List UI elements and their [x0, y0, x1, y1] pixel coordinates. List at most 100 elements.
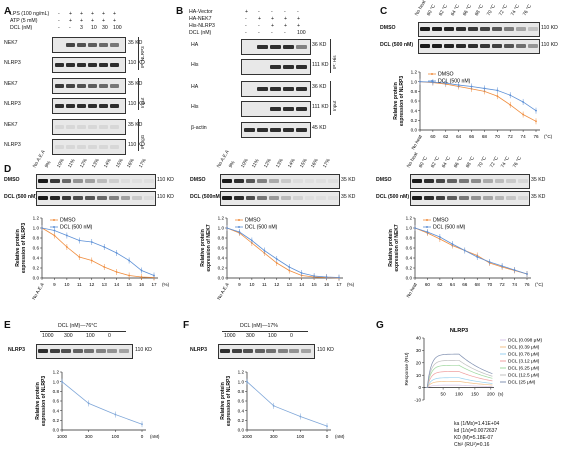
band	[55, 63, 64, 67]
blot-image	[241, 81, 311, 97]
lane-label: 15%	[115, 158, 125, 169]
legend-label: DCL (500 nM)	[245, 225, 278, 231]
data-point	[65, 234, 68, 237]
lane-label: 76 °C	[522, 4, 534, 18]
band	[304, 179, 315, 183]
x-tick-label: 300	[270, 434, 278, 439]
x-tick-label: 72	[500, 282, 506, 287]
data-point	[250, 239, 253, 242]
blot-size: 36 KD	[312, 84, 327, 90]
lane-label: 60 °C	[426, 4, 438, 18]
header-value: +	[80, 18, 84, 24]
legend-label: DCL (6.25 μM)	[508, 366, 540, 372]
data-point	[238, 231, 241, 233]
header-row-name: HA-Vector	[189, 9, 213, 15]
header-value: +	[69, 18, 73, 24]
band	[468, 27, 478, 31]
band	[73, 196, 84, 200]
data-point	[272, 404, 275, 407]
y-tick-label: 0.2	[238, 418, 245, 423]
row-name: DCL (500 nM)	[4, 194, 38, 200]
header-value: -	[58, 25, 60, 31]
data-point	[509, 94, 512, 97]
title-rule	[40, 331, 126, 332]
series-line	[226, 227, 340, 279]
sensorgram-curve	[425, 353, 493, 388]
band	[423, 196, 434, 200]
band	[518, 179, 528, 183]
y-tick-label: 0.2	[406, 266, 413, 271]
blot-image	[36, 191, 156, 206]
panel-e: E DCL (nM)—76°C 1000 300 100 0 NLRP3 110 KD 0.…	[0, 318, 180, 456]
y-tick-label: 1.0	[238, 379, 245, 384]
band	[269, 179, 279, 183]
x-tick-label: 100	[111, 434, 119, 439]
x-tick-label: 0	[326, 434, 329, 439]
x-tick-label: 300	[85, 434, 93, 439]
x-axis-label: (°C)	[544, 134, 553, 139]
band	[283, 107, 294, 111]
x-tick-label: 10	[64, 282, 70, 287]
blot-size: 110 KD	[157, 194, 174, 200]
band	[435, 179, 446, 183]
y-tick-label: 0.0	[33, 276, 40, 281]
blot-size: 111 KD	[312, 104, 329, 110]
lane-label: 100	[86, 333, 95, 339]
header-value: 30	[102, 25, 108, 31]
band	[480, 27, 490, 31]
kinetics-line: Chi² (RU²)=0.16	[454, 442, 490, 448]
y-axis-label: Relative protein	[220, 382, 226, 420]
band	[528, 44, 538, 48]
data-point	[114, 413, 117, 416]
y-axis-label: expression of NLRP3	[41, 376, 47, 427]
band	[444, 44, 454, 48]
blot-image	[241, 39, 311, 55]
band	[304, 196, 315, 200]
y-tick-label: 0.0	[406, 276, 413, 281]
band	[66, 145, 75, 149]
band	[447, 196, 458, 200]
sensorgram-curve	[425, 371, 493, 388]
band	[84, 349, 94, 353]
y-tick-label: 40	[416, 336, 422, 341]
blot-name: NEK7	[4, 122, 18, 128]
lane-label: 74 °C	[510, 4, 522, 18]
band	[99, 63, 108, 67]
band	[95, 349, 106, 353]
lane-label: 70 °C	[477, 156, 488, 169]
group-label: IP: His	[332, 55, 337, 69]
band	[456, 44, 466, 48]
band	[254, 349, 265, 353]
lane-label: No heat	[406, 151, 420, 169]
blot-size: 110 KD	[541, 25, 558, 31]
y-tick-label: 0.6	[53, 399, 60, 404]
sensorgram-curve	[425, 359, 493, 388]
row-name: NLRP3	[8, 347, 26, 353]
data-point	[153, 274, 155, 277]
band	[270, 87, 281, 91]
y-tick-label: 0.6	[411, 99, 418, 104]
lane-label: No heat	[414, 0, 428, 18]
band	[528, 27, 538, 31]
group-label: Input	[332, 100, 337, 111]
data-point	[275, 258, 278, 260]
band	[296, 87, 307, 91]
data-point	[488, 261, 491, 263]
y-tick-label: 1.0	[33, 226, 40, 231]
data-point	[526, 273, 528, 275]
y-tick-label: 0.2	[33, 266, 40, 271]
row-name: DMSO	[190, 177, 206, 183]
band	[328, 179, 338, 183]
blot-size: 35 KD	[341, 177, 356, 183]
band	[108, 179, 119, 183]
y-tick-label: 1.0	[218, 226, 225, 231]
lane-label: 300	[246, 333, 255, 339]
band	[296, 128, 307, 132]
band	[283, 45, 294, 49]
x-tick-label: 17	[336, 282, 342, 287]
blot-image	[52, 98, 126, 114]
panel-label: B	[176, 6, 184, 17]
y-tick-label: 0.6	[406, 246, 413, 251]
row-name: NLRP3	[190, 347, 208, 353]
